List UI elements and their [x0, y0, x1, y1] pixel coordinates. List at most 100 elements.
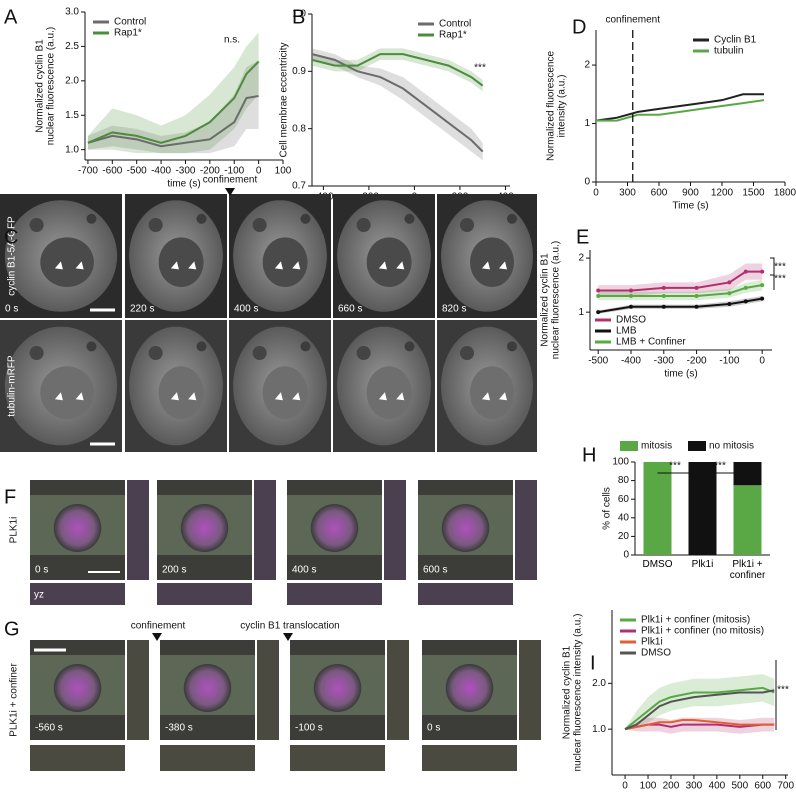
annotation: *** — [774, 262, 786, 273]
nucleus — [366, 366, 412, 419]
panel-letter: H — [582, 444, 596, 466]
vesicle — [460, 346, 474, 360]
legend-label: Plk1i — [641, 637, 663, 648]
yz-view — [418, 583, 513, 605]
arrowhead — [54, 392, 84, 401]
side-view — [384, 480, 406, 580]
data-point — [628, 304, 633, 309]
data-point — [596, 288, 601, 293]
row-label: tubulin-mRFP — [7, 355, 18, 416]
vesicle — [148, 218, 163, 232]
x-tick-label: -400 — [621, 356, 641, 367]
legend-label: Plk1i + confiner (mitosis) — [641, 615, 750, 626]
annotation: *** — [777, 685, 789, 696]
data-point — [727, 280, 732, 285]
legend-label: Rap1* — [439, 30, 467, 41]
arrowhead — [274, 261, 301, 270]
nucleus — [40, 366, 94, 419]
nucleus — [310, 504, 359, 552]
yz-label: yz — [34, 590, 44, 601]
arrowhead — [274, 392, 301, 401]
side-view — [127, 480, 149, 580]
y-tick-label: 1 — [578, 307, 584, 318]
x-tick-label: 100 — [275, 166, 292, 177]
x-tick-label: 500 — [731, 781, 748, 792]
annotation: n.s. — [224, 35, 240, 46]
yz-view — [290, 745, 385, 771]
data-point — [628, 293, 633, 298]
legend-label: LMB + Confiner — [616, 337, 686, 348]
x-tick-label-box: Plk1i — [691, 559, 714, 570]
vesicle — [252, 218, 267, 232]
x-tick-label: -200 — [687, 356, 707, 367]
nucleus — [180, 504, 229, 552]
vesicle — [29, 218, 44, 232]
x-tick-label: Plk1i + confiner — [729, 559, 766, 581]
y-tick-label: 0 — [623, 550, 629, 561]
x-tick-label: DMSO — [642, 559, 673, 570]
x-tick-label: 200 — [663, 781, 680, 792]
x-axis-label: Time (s) — [672, 201, 708, 212]
data-point — [661, 304, 666, 309]
vesicle — [507, 213, 517, 224]
row-label: PLK1i + confiner — [9, 663, 20, 737]
vesicle — [86, 213, 97, 224]
y-tick-label: 3.0 — [65, 7, 79, 18]
legend-label: tubulin — [714, 46, 743, 57]
timestamp: 400 s — [234, 304, 258, 315]
legend-swatch — [620, 441, 638, 451]
nucleus — [470, 366, 514, 419]
y-axis-label: Normalized fluorescence — [546, 51, 557, 161]
series-line — [87, 60, 260, 144]
vesicle — [404, 213, 415, 224]
side-view — [515, 480, 537, 580]
data-point — [760, 283, 765, 288]
data-point — [760, 296, 765, 301]
error-band — [625, 674, 775, 730]
nucleus — [262, 237, 308, 287]
y-tick-label: 60 — [618, 494, 630, 505]
annotation: confinement — [131, 621, 186, 632]
x-tick-label: 1200 — [711, 188, 734, 199]
annotation: *** — [669, 461, 681, 472]
vesicle — [252, 346, 267, 360]
y-axis-label: intensity (a.u.) — [557, 75, 568, 138]
data-point — [661, 293, 666, 298]
series-line — [624, 689, 775, 731]
data-point — [760, 269, 765, 274]
vesicle — [196, 341, 207, 352]
legend-label: Control — [114, 17, 146, 28]
vesicle — [300, 341, 311, 352]
x-tick-label: 300 — [619, 188, 636, 199]
arrowhead — [170, 261, 197, 270]
error-band — [312, 48, 483, 92]
nucleus — [158, 237, 204, 287]
nucleus — [445, 664, 494, 712]
side-view — [257, 640, 279, 740]
x-tick-label: -500 — [127, 166, 147, 177]
nucleus — [53, 664, 102, 712]
timestamp: -380 s — [165, 723, 193, 734]
vesicle — [356, 346, 371, 360]
vesicle — [460, 218, 474, 232]
y-tick-label: 80 — [618, 475, 630, 486]
vesicle — [148, 346, 163, 360]
x-tick-label: -200 — [200, 166, 220, 177]
x-axis-label: time (s) — [167, 179, 200, 190]
vesicle — [507, 341, 517, 352]
x-tick-label: -300 — [175, 166, 195, 177]
error-band — [312, 48, 483, 161]
bar — [643, 462, 672, 555]
x-tick-label: -100 — [719, 356, 739, 367]
series-line — [311, 53, 484, 153]
timestamp: 820 s — [442, 304, 466, 315]
x-tick-label: Plk1i — [691, 559, 714, 570]
side-view — [519, 640, 541, 740]
annotation: *** — [774, 274, 786, 285]
y-tick-label: 2 — [584, 60, 590, 71]
y-tick-label: 100 — [612, 457, 629, 468]
x-tick-label: -400 — [151, 166, 171, 177]
x-tick-label-box: DMSO — [642, 559, 673, 570]
timestamp: 0 s — [5, 304, 18, 315]
